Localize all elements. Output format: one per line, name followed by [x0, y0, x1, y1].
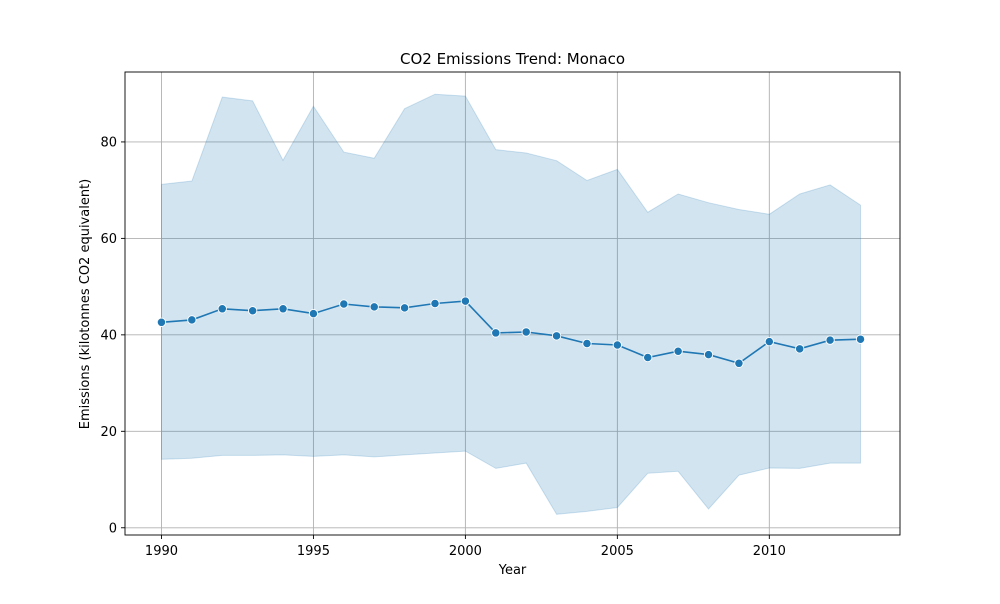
- y-tick-label: 60: [100, 232, 117, 247]
- data-point: [643, 352, 653, 363]
- data-point: [703, 349, 714, 360]
- x-tick-label: 2010: [753, 544, 786, 559]
- data-point: [217, 304, 227, 314]
- data-point: [430, 298, 440, 309]
- series-line-path: [161, 300, 861, 365]
- data-point: [187, 315, 197, 325]
- data-point: [855, 334, 866, 344]
- data-point: [612, 340, 623, 350]
- x-tick-label: 1995: [297, 544, 330, 559]
- x-axis-label: Year: [498, 563, 527, 578]
- data-point: [673, 346, 683, 356]
- data-point: [399, 303, 410, 313]
- series-line: [161, 300, 861, 365]
- data-point: [491, 328, 501, 338]
- data-point: [521, 327, 531, 337]
- data-point: [825, 335, 835, 345]
- y-tick-label: 0: [109, 521, 117, 536]
- plot-frame: [124, 71, 901, 536]
- x-tick-label: 1990: [145, 544, 178, 559]
- y-tick-label: 20: [100, 425, 117, 440]
- data-point: [339, 299, 349, 309]
- data-point: [734, 358, 744, 368]
- data-point: [795, 344, 805, 354]
- grid-lines: [125, 72, 900, 535]
- axes-frame: [124, 71, 901, 536]
- data-point: [369, 302, 379, 312]
- confidence-band-area: [161, 93, 861, 515]
- x-tick-label: 2000: [449, 544, 482, 559]
- y-ticks: 0 20 40 60 80: [100, 135, 125, 536]
- x-tick-label: 2005: [601, 544, 634, 559]
- data-point: [460, 296, 471, 306]
- data-point: [764, 336, 774, 347]
- data-point: [278, 304, 288, 314]
- y-axis-label: Emissions (kilotonnes CO2 equivalent): [78, 179, 93, 429]
- data-point: [308, 308, 319, 319]
- data-point: [247, 306, 258, 316]
- data-point: [582, 338, 592, 349]
- data-point: [156, 317, 167, 327]
- y-tick-label: 80: [100, 135, 117, 150]
- x-ticks: 1990 1995 2000 2005 2010: [145, 535, 786, 559]
- data-point: [551, 331, 562, 341]
- y-tick-label: 40: [100, 328, 117, 343]
- confidence-band: [161, 93, 861, 515]
- chart-title: CO2 Emissions Trend: Monaco: [400, 50, 625, 68]
- series-markers: [156, 296, 866, 368]
